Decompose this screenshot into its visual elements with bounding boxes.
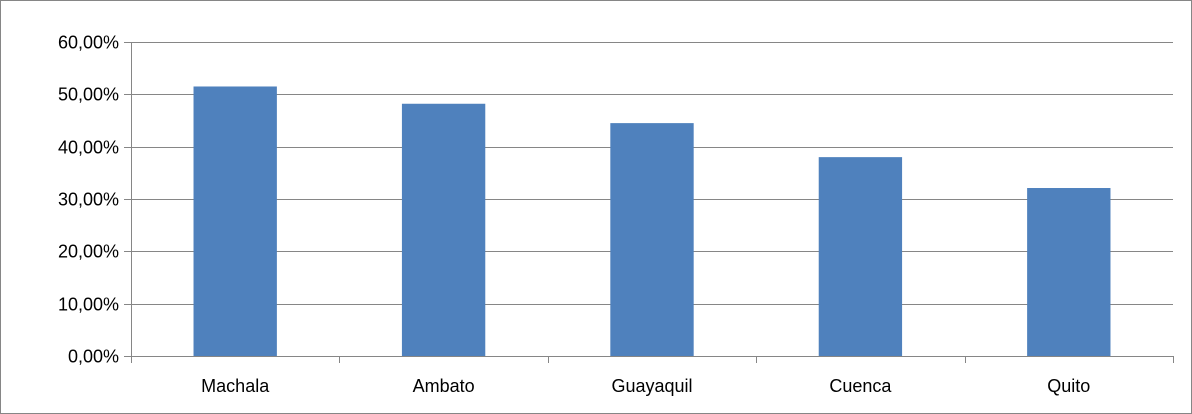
tick-labels: 0,00% 10,00% 20,00% 30,00% 40,00% 50,00% 60,00… — [58, 33, 1090, 397]
x-tick-label-cuenca: Cuenca — [829, 376, 892, 396]
axes — [124, 42, 1174, 363]
y-tick-label-0: 0,00% — [68, 347, 119, 367]
y-tick-label-6: 60,00% — [58, 33, 119, 53]
bar-machala — [193, 86, 277, 356]
bar-guayaquil — [610, 123, 694, 356]
y-tick-label-2: 20,00% — [58, 242, 119, 262]
x-tick-label-guayaquil: Guayaquil — [611, 376, 692, 396]
bar-ambato — [401, 103, 486, 357]
bars — [193, 86, 1111, 357]
y-tick-label-1: 10,00% — [58, 295, 119, 315]
x-tick-label-machala: Machala — [201, 376, 270, 396]
bar-quito — [1027, 188, 1111, 356]
x-tick-label-ambato: Ambato — [413, 376, 475, 396]
y-tick-label-3: 30,00% — [58, 190, 119, 210]
x-tick-label-quito: Quito — [1047, 376, 1090, 396]
y-tick-label-4: 40,00% — [58, 138, 119, 158]
y-tick-label-5: 50,00% — [58, 85, 119, 105]
bar-cuenca — [818, 157, 903, 356]
